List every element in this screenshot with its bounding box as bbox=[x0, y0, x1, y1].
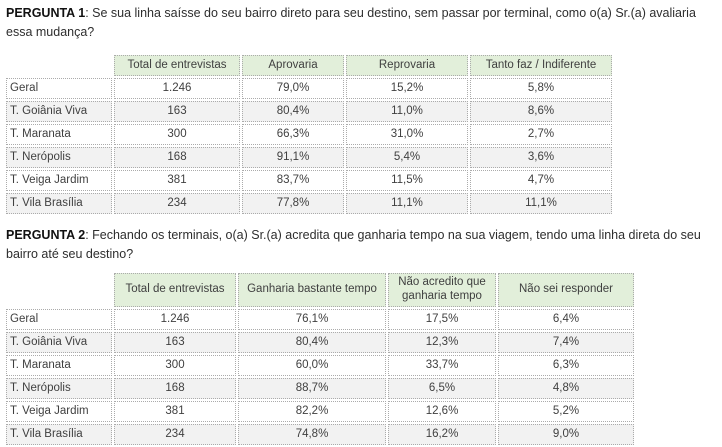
cell: 234 bbox=[114, 423, 236, 445]
cell: 381 bbox=[114, 400, 236, 422]
row-label: Geral bbox=[6, 308, 112, 330]
table-row: T. Vila Brasília 234 77,8% 11,1% 11,1% bbox=[6, 192, 612, 214]
table-row: T. Vila Brasília 234 74,8% 16,2% 9,0% bbox=[6, 423, 634, 445]
column-header: Total de entrevistas bbox=[114, 272, 236, 307]
cell: 17,5% bbox=[388, 308, 496, 330]
pergunta-2-table: Total de entrevistas Ganharia bastante t… bbox=[4, 271, 636, 447]
row-label: Geral bbox=[6, 77, 112, 99]
row-label: T. Nerópolis bbox=[6, 146, 112, 168]
row-label: T. Goiânia Viva bbox=[6, 100, 112, 122]
cell: 168 bbox=[114, 146, 240, 168]
cell: 300 bbox=[114, 123, 240, 145]
cell: 83,7% bbox=[242, 169, 344, 191]
row-label: T. Veiga Jardim bbox=[6, 169, 112, 191]
cell: 1.246 bbox=[114, 308, 236, 330]
pergunta-2-label: PERGUNTA 2 bbox=[6, 227, 86, 242]
table-row: Geral 1.246 76,1% 17,5% 6,4% bbox=[6, 308, 634, 330]
cell: 3,6% bbox=[470, 146, 612, 168]
table-row: T. Nerópolis 168 91,1% 5,4% 3,6% bbox=[6, 146, 612, 168]
table-row: T. Goiânia Viva 163 80,4% 11,0% 8,6% bbox=[6, 100, 612, 122]
corner-cell bbox=[6, 55, 112, 76]
pergunta-1-table: Total de entrevistas Aprovaria Reprovari… bbox=[4, 53, 614, 216]
cell: 79,0% bbox=[242, 77, 344, 99]
cell: 4,7% bbox=[470, 169, 612, 191]
cell: 5,8% bbox=[470, 77, 612, 99]
cell: 11,1% bbox=[346, 192, 468, 214]
cell: 163 bbox=[114, 331, 236, 353]
row-label: T. Veiga Jardim bbox=[6, 400, 112, 422]
cell: 33,7% bbox=[388, 354, 496, 376]
table-row: Geral 1.246 79,0% 15,2% 5,8% bbox=[6, 77, 612, 99]
cell: 88,7% bbox=[238, 377, 386, 399]
cell: 80,4% bbox=[242, 100, 344, 122]
corner-cell bbox=[6, 273, 112, 307]
column-header: Ganharia bastante tempo bbox=[238, 272, 386, 307]
table-row: T. Goiânia Viva 163 80,4% 12,3% 7,4% bbox=[6, 331, 634, 353]
row-label: T. Nerópolis bbox=[6, 377, 112, 399]
table-row: T. Maranata 300 60,0% 33,7% 6,3% bbox=[6, 354, 634, 376]
cell: 9,0% bbox=[498, 423, 634, 445]
cell: 2,7% bbox=[470, 123, 612, 145]
column-header: Tanto faz / Indiferente bbox=[470, 54, 612, 76]
cell: 5,2% bbox=[498, 400, 634, 422]
cell: 1.246 bbox=[114, 77, 240, 99]
cell: 66,3% bbox=[242, 123, 344, 145]
column-header: Reprovaria bbox=[346, 54, 468, 76]
column-header: Não sei responder bbox=[498, 272, 634, 307]
cell: 6,4% bbox=[498, 308, 634, 330]
cell: 8,6% bbox=[470, 100, 612, 122]
pergunta-2-body: : Fechando os terminais, o(a) Sr.(a) acr… bbox=[6, 227, 701, 262]
cell: 60,0% bbox=[238, 354, 386, 376]
cell: 7,4% bbox=[498, 331, 634, 353]
pergunta-1-body: : Se sua linha saísse do seu bairro dire… bbox=[6, 6, 696, 40]
row-label: T. Maranata bbox=[6, 123, 112, 145]
row-label: T. Maranata bbox=[6, 354, 112, 376]
cell: 80,4% bbox=[238, 331, 386, 353]
cell: 4,8% bbox=[498, 377, 634, 399]
pergunta-1-label: PERGUNTA 1 bbox=[6, 6, 86, 20]
cell: 12,3% bbox=[388, 331, 496, 353]
cell: 163 bbox=[114, 100, 240, 122]
cell: 77,8% bbox=[242, 192, 344, 214]
header-row: Total de entrevistas Ganharia bastante t… bbox=[6, 272, 634, 307]
table-row: T. Maranata 300 66,3% 31,0% 2,7% bbox=[6, 123, 612, 145]
column-header: Total de entrevistas bbox=[114, 54, 240, 76]
row-label: T. Goiânia Viva bbox=[6, 331, 112, 353]
column-header: Aprovaria bbox=[242, 54, 344, 76]
cell: 234 bbox=[114, 192, 240, 214]
header-row: Total de entrevistas Aprovaria Reprovari… bbox=[6, 54, 612, 76]
cell: 5,4% bbox=[346, 146, 468, 168]
row-label: T. Vila Brasília bbox=[6, 192, 112, 214]
row-label: T. Vila Brasília bbox=[6, 423, 112, 445]
table-row: T. Veiga Jardim 381 83,7% 11,5% 4,7% bbox=[6, 169, 612, 191]
cell: 6,5% bbox=[388, 377, 496, 399]
cell: 12,6% bbox=[388, 400, 496, 422]
cell: 91,1% bbox=[242, 146, 344, 168]
table-row: T. Nerópolis 168 88,7% 6,5% 4,8% bbox=[6, 377, 634, 399]
pergunta-1-text: PERGUNTA 1: Se sua linha saísse do seu b… bbox=[6, 4, 711, 43]
table-row: T. Veiga Jardim 381 82,2% 12,6% 5,2% bbox=[6, 400, 634, 422]
cell: 168 bbox=[114, 377, 236, 399]
cell: 74,8% bbox=[238, 423, 386, 445]
pergunta-2-text: PERGUNTA 2: Fechando os terminais, o(a) … bbox=[6, 226, 711, 265]
cell: 76,1% bbox=[238, 308, 386, 330]
cell: 16,2% bbox=[388, 423, 496, 445]
cell: 11,0% bbox=[346, 100, 468, 122]
column-header: Não acredito que ganharia tempo bbox=[388, 272, 496, 307]
cell: 6,3% bbox=[498, 354, 634, 376]
cell: 82,2% bbox=[238, 400, 386, 422]
cell: 300 bbox=[114, 354, 236, 376]
cell: 15,2% bbox=[346, 77, 468, 99]
cell: 11,1% bbox=[470, 192, 612, 214]
cell: 31,0% bbox=[346, 123, 468, 145]
cell: 11,5% bbox=[346, 169, 468, 191]
cell: 381 bbox=[114, 169, 240, 191]
